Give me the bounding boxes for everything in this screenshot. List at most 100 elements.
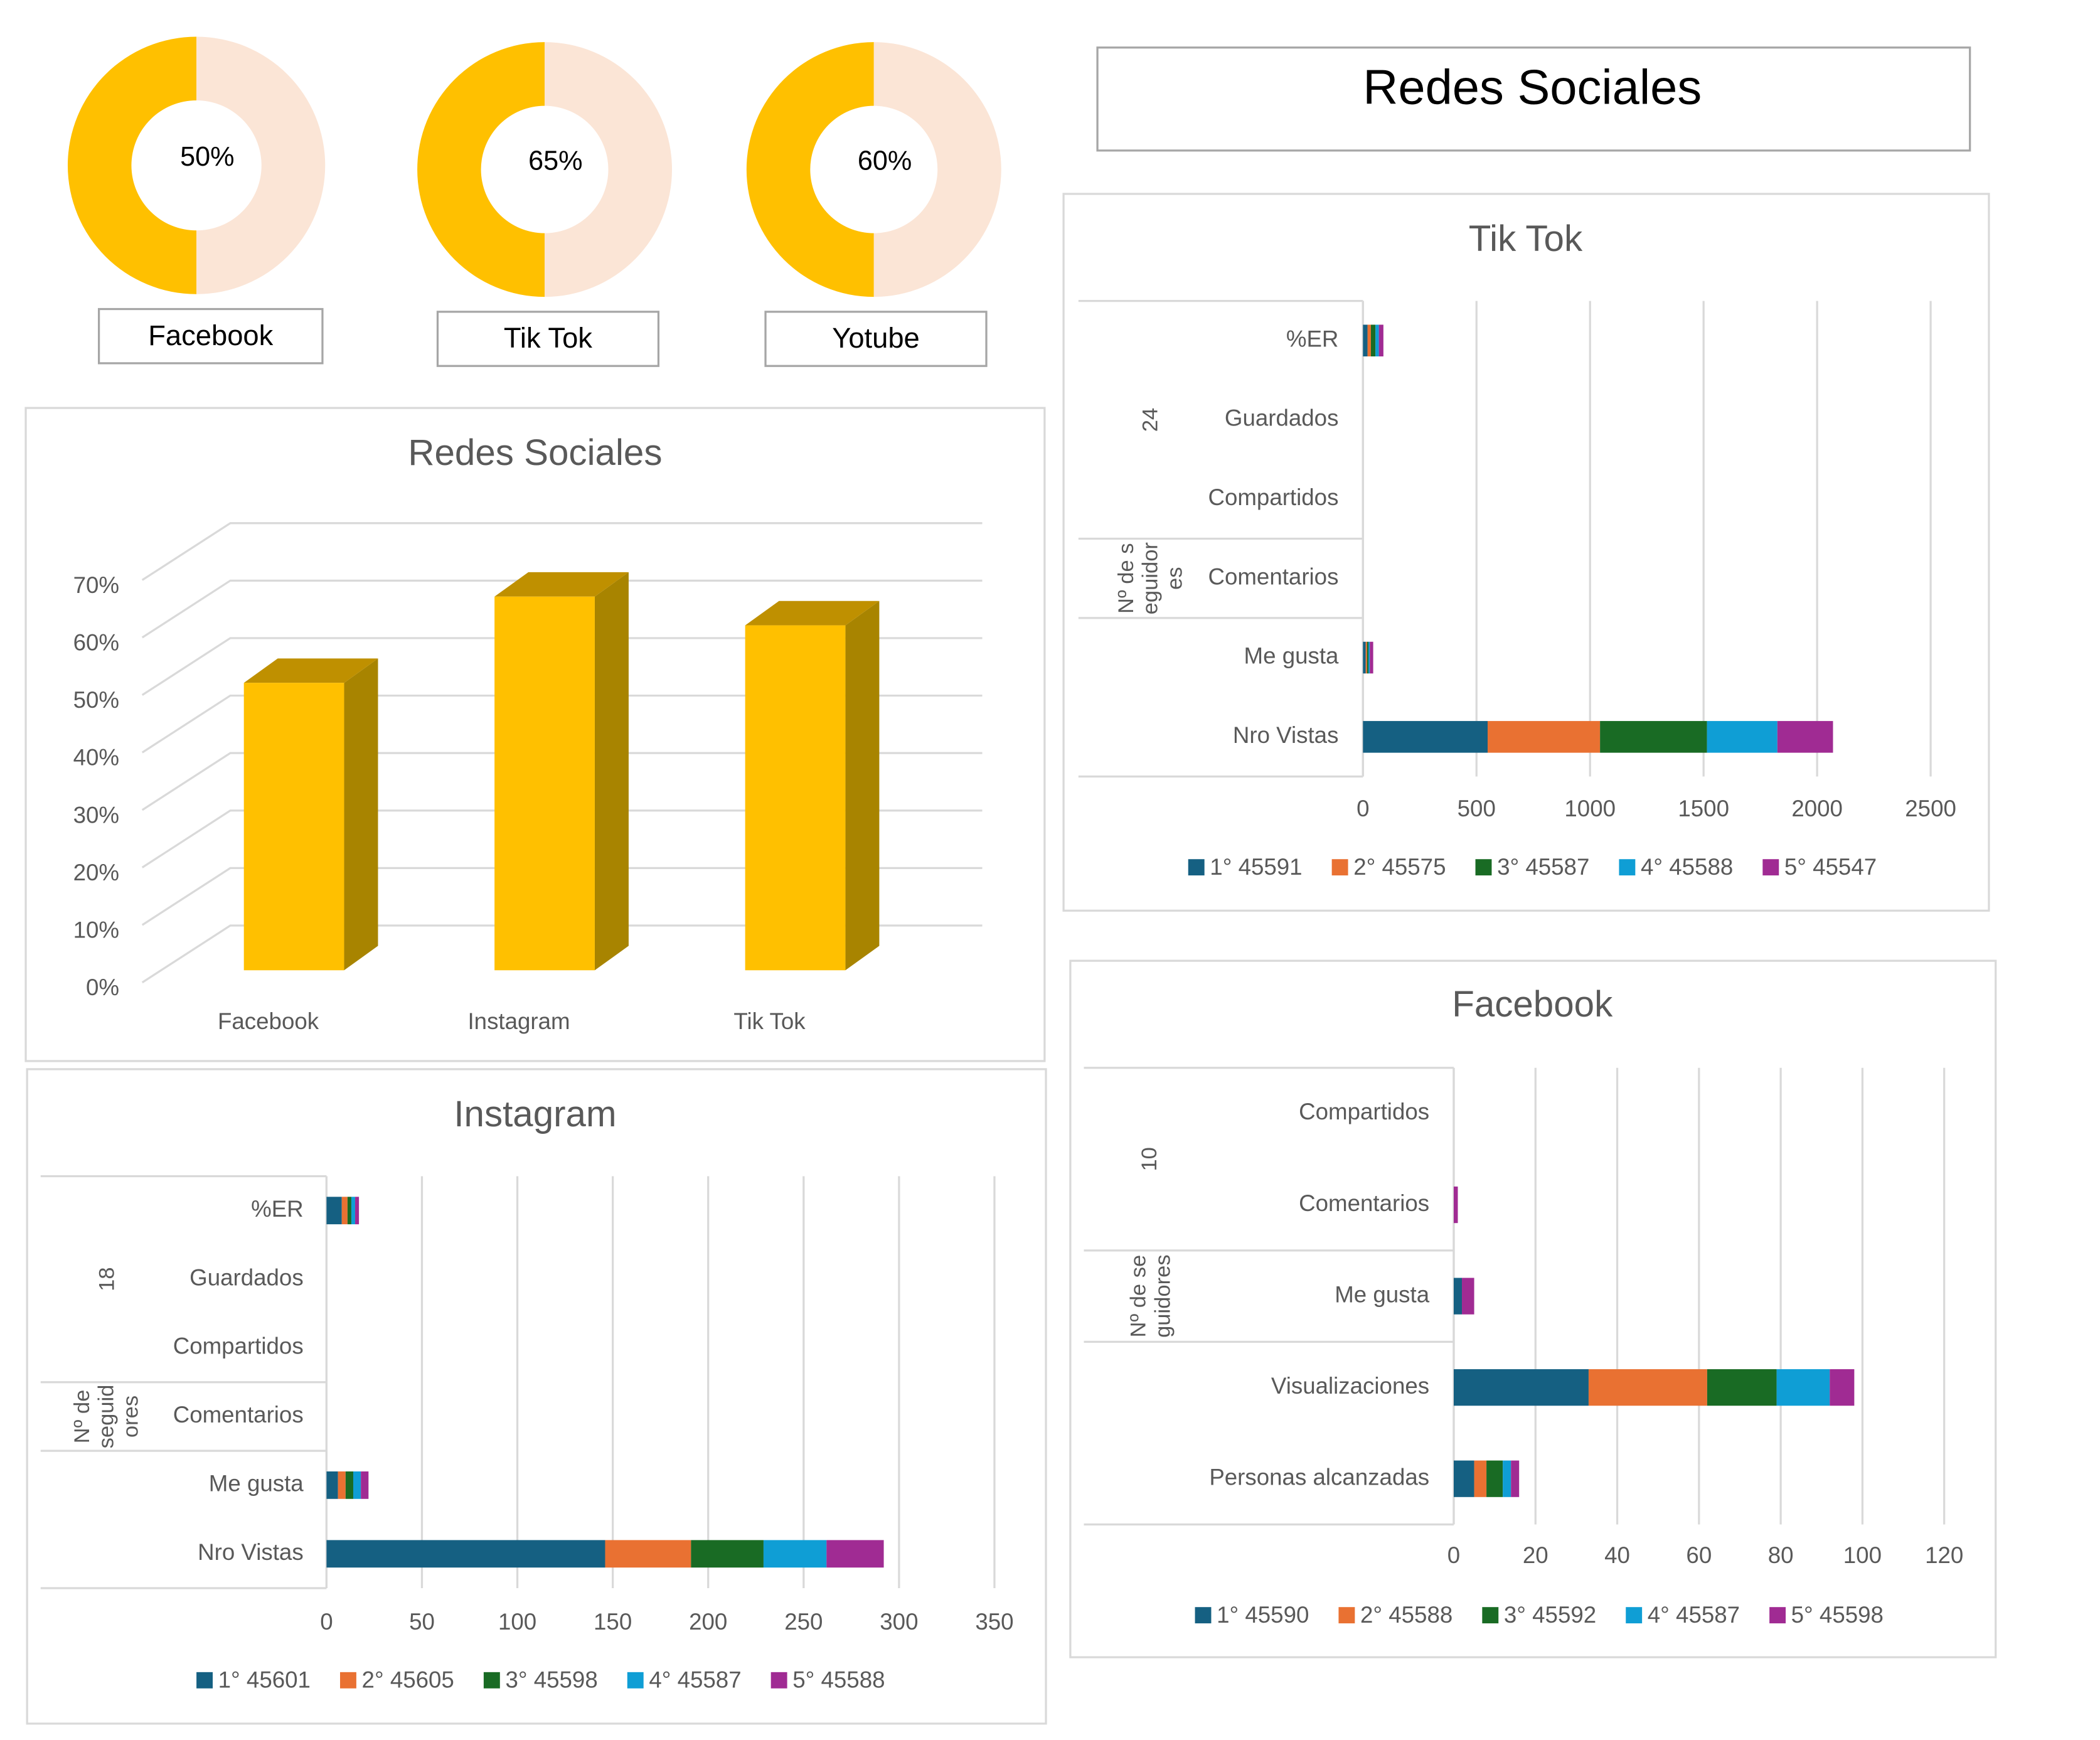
grid-line [141,579,983,639]
y-tick-label: 50% [73,687,119,713]
x-tick-label: 60 [1686,1542,1712,1568]
x-tick-label: 0 [1447,1542,1460,1568]
grid-line [141,752,983,811]
bar-segment [351,1197,356,1225]
legend-swatch [1619,859,1636,876]
bar-segment [326,1197,342,1225]
legend-label: 4° 45587 [649,1667,741,1693]
x-tick-label: 50 [409,1609,435,1635]
grid-line [141,522,983,581]
x-tick-label: 1500 [1678,796,1729,821]
donut-slice [67,36,197,294]
y-tick-label: 60% [73,630,119,656]
bar-side [344,658,378,971]
chart-title: Instagram [454,1094,616,1134]
donut-center-label: 50% [180,142,234,172]
bar-top [745,600,880,626]
legend-swatch [1475,859,1492,876]
chart-title: Facebook [1452,984,1613,1025]
legend-label: 3° 45592 [1504,1602,1596,1628]
legend-swatch [1195,1607,1212,1624]
bar-segment [1453,1369,1589,1406]
y-tick-label: Comentarios [1299,1190,1429,1216]
bar-segment [1378,324,1383,356]
bar-segment [1363,324,1368,356]
label-box [98,307,324,365]
legend-swatch [1626,1607,1643,1624]
y-tick-label: Visualizaciones [1271,1373,1429,1399]
bar [243,683,344,971]
bar-segment [1486,1460,1503,1497]
donut-title: Yotube [832,322,920,354]
bar-segment [1370,324,1376,356]
x-tick-label: 80 [1768,1542,1794,1568]
bar-segment [361,1471,369,1499]
legend-label: 3° 45587 [1497,854,1589,880]
bar-segment [1363,721,1488,753]
legend-label: 5° 45588 [792,1667,885,1693]
bar-segment [326,1471,338,1499]
group-label-box: Nº de seguidores [1127,1254,1175,1338]
legend-swatch [339,1672,356,1689]
legend-label: 2° 45575 [1353,854,1446,880]
x-tick-label: 300 [880,1609,918,1635]
legend-label: 5° 45547 [1784,854,1877,880]
bar-segment [763,1540,827,1568]
donut-slice [746,42,874,297]
donut-title: Facebook [148,319,273,351]
bar-segment [1707,721,1778,753]
bar-segment [691,1540,764,1568]
bar-top [243,658,378,683]
group-label: 18 [96,1267,120,1291]
label-box [436,311,660,367]
grid-line [141,809,983,868]
group-label-box: Nº de seguidores [72,1385,143,1449]
legend-label: 1° 45591 [1210,854,1302,880]
grid-line [141,694,983,754]
y-tick-label: Me gusta [1244,643,1340,669]
legend-label: 1° 45601 [218,1667,311,1693]
bar-segment [1487,721,1601,753]
y-tick-label: Guardados [1225,405,1339,431]
x-tick-label: 2500 [1905,796,1956,821]
x-tick-label: 0 [320,1609,333,1635]
donut-title: Tik Tok [504,322,592,354]
bar-segment [1363,641,1366,674]
legend-label: 4° 45587 [1648,1602,1740,1628]
x-tick-label: 0 [1356,796,1369,821]
legend-label: 2° 45605 [362,1667,454,1693]
legend-swatch [1338,1607,1355,1624]
y-tick-label: %ER [251,1196,304,1222]
bar-segment [1474,1460,1487,1497]
x-tick-label: 2000 [1791,796,1843,821]
donut-center-label: 65% [528,146,582,176]
x-tick-label: 100 [1843,1542,1882,1568]
bar-segment [1365,641,1367,674]
y-tick-label: 0% [86,974,119,1000]
bar-top [494,572,629,597]
bar-segment [1368,641,1370,674]
legend-label: 4° 45588 [1641,854,1733,880]
y-tick-label: 20% [73,860,119,885]
y-tick-label: Comentarios [173,1402,304,1428]
bar-segment [338,1471,346,1499]
group-label-box: Nº de seguidores [1115,542,1186,614]
bar-segment [1453,1460,1474,1497]
donut-slice [873,42,1001,297]
legend-swatch [483,1672,500,1689]
bar-segment [326,1540,605,1568]
chart-panel [1069,959,1997,1658]
bar-segment [1453,1186,1458,1224]
bar-segment [347,1197,351,1225]
group-label: Nº de seguidores [1127,1254,1175,1338]
x-tick-label: 500 [1458,796,1496,821]
x-tick-label: 1000 [1564,796,1616,821]
bar-segment [1588,1369,1707,1406]
group-label: 10 [1139,1147,1163,1172]
x-tick-label: 250 [784,1609,823,1635]
y-tick-label: Me gusta [209,1471,304,1497]
group-label: 24 [1139,407,1163,432]
group-label-box: 24 [1139,407,1163,432]
group-label-box: 18 [96,1267,120,1291]
grid-line [141,924,983,984]
